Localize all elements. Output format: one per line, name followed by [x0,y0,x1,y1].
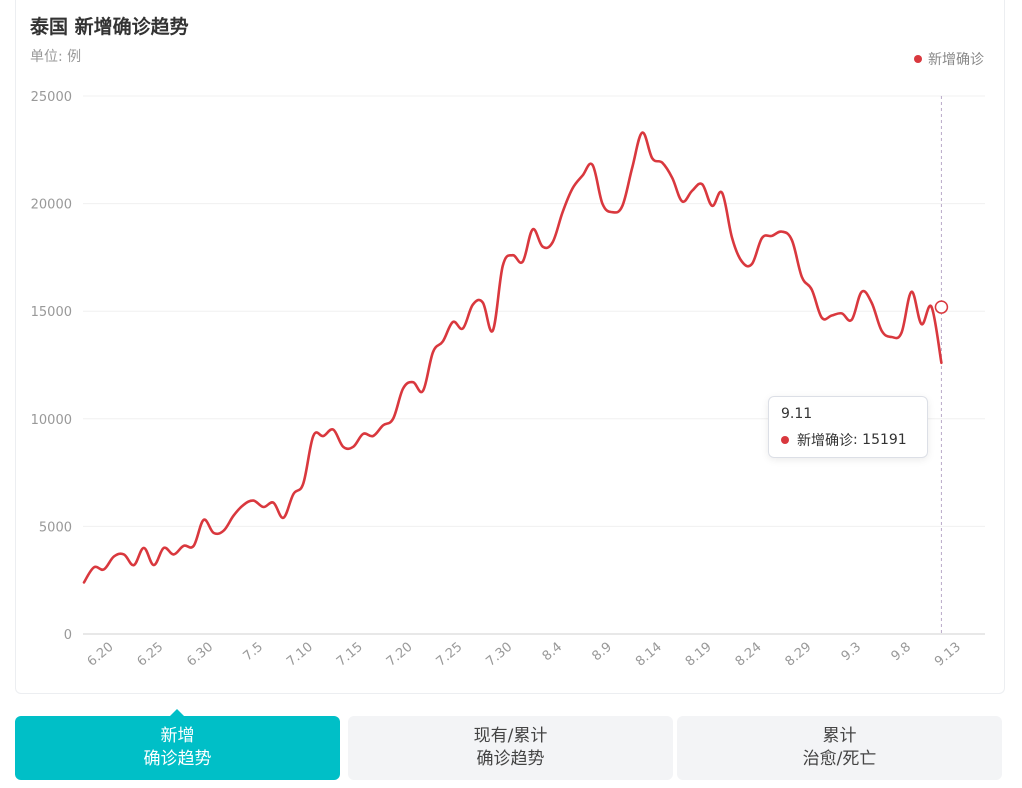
tab-new-confirmed-trend[interactable]: 新增 确诊趋势 [15,709,340,780]
x-axis-labels: 6.20 6.25 6.30 7.5 7.10 7.15 7.20 7.25 7.30 8.4 8.… [85,640,964,670]
tab-bar: 新增 确诊趋势 现有/累计 确诊趋势 累计 治愈/死亡 [15,709,1002,780]
x-tick-label: 6.30 [184,640,216,670]
x-tick-label: 7.30 [483,640,515,670]
tab-label-line1: 累计 [822,726,857,746]
line-chart[interactable]: 0 5000 10000 15000 20000 25000 6.20 6.25 6.30 7.… [0,0,1022,700]
x-tick-label: 7.15 [334,640,366,670]
tooltip-date: 9.11 [781,406,813,422]
grid-layer [83,95,985,527]
x-tick-label: 8.4 [540,640,565,665]
tooltip-colon: : [853,432,863,448]
y-tick-label: 10000 [31,413,72,428]
x-tick-label: 7.25 [434,640,466,670]
tooltip-value: 15191 [862,432,907,448]
tab-label-line1: 新增 [160,726,195,746]
chart-card [15,0,1005,694]
tab-label-line1: 现有/累计 [473,726,548,746]
y-tick-label: 5000 [39,520,72,535]
x-tick-label: 7.20 [384,640,416,670]
x-tick-label: 8.14 [633,640,665,670]
tooltip-series-label: 新增确诊 [797,433,853,449]
x-tick-label: 8.9 [589,640,614,665]
y-tick-label: 20000 [31,198,72,213]
tab-label-line2: 确诊趋势 [476,749,545,769]
tab-cumulative-recovered-deaths[interactable]: 累计 治愈/死亡 [677,716,1002,780]
legend-dot-icon [914,55,922,63]
y-axis-labels: 0 5000 10000 15000 20000 25000 [31,90,72,643]
tab-label-line2: 治愈/死亡 [802,749,877,769]
x-tick-label: 8.19 [683,640,715,670]
x-tick-label: 7.10 [284,640,316,670]
y-tick-label: 25000 [31,90,72,105]
series-line-new-cases [82,131,943,584]
y-tick-label: 15000 [31,305,72,320]
tooltip-dot-icon [781,436,789,444]
tab-label-line2: 确诊趋势 [143,749,212,769]
legend[interactable]: 新增确诊 [914,49,984,69]
x-tick-label: 7.5 [241,640,266,665]
x-tick-label: 9.3 [839,640,864,665]
x-tick-label: 8.29 [783,640,815,670]
legend-label: 新增确诊 [928,52,984,68]
tab-current-cumulative-trend[interactable]: 现有/累计 确诊趋势 [348,716,673,780]
unit-label: 单位: 例 [30,49,82,65]
tooltip-row: 新增确诊: 15191 [781,430,915,450]
tooltip: 9.11 新增确诊: 15191 [768,396,928,458]
x-tick-label: 6.25 [135,640,167,670]
highlight-point [934,300,949,314]
x-tick-label: 6.20 [85,640,117,670]
x-tick-label: 9.13 [932,640,964,670]
y-tick-label: 0 [64,628,72,643]
x-tick-label: 8.24 [733,640,765,670]
chart-title: 泰国 新增确诊趋势 [30,16,189,38]
x-tick-label: 9.8 [889,640,914,665]
